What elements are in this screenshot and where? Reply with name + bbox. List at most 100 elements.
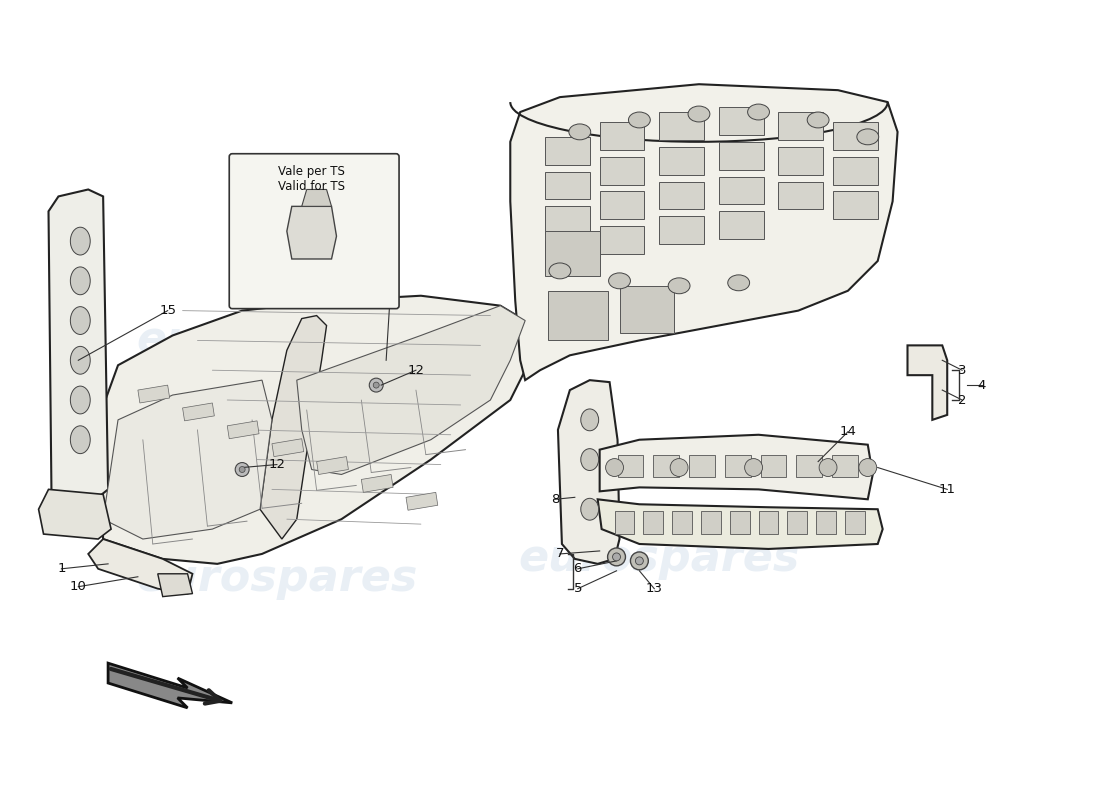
Text: 6: 6 bbox=[573, 562, 582, 575]
Polygon shape bbox=[88, 539, 192, 594]
Polygon shape bbox=[718, 107, 763, 135]
Polygon shape bbox=[832, 454, 858, 478]
Text: 13: 13 bbox=[646, 582, 663, 595]
Polygon shape bbox=[544, 206, 590, 234]
Polygon shape bbox=[600, 226, 645, 254]
Ellipse shape bbox=[688, 106, 710, 122]
Polygon shape bbox=[760, 454, 786, 478]
Polygon shape bbox=[833, 122, 878, 150]
Text: 7: 7 bbox=[556, 547, 564, 561]
Polygon shape bbox=[138, 385, 169, 403]
Polygon shape bbox=[659, 146, 704, 174]
Polygon shape bbox=[619, 286, 674, 334]
Polygon shape bbox=[779, 112, 823, 140]
Text: 11: 11 bbox=[938, 483, 956, 496]
Circle shape bbox=[859, 458, 877, 477]
Polygon shape bbox=[301, 190, 331, 206]
Ellipse shape bbox=[70, 426, 90, 454]
Text: 1: 1 bbox=[57, 562, 66, 575]
Polygon shape bbox=[729, 511, 749, 534]
Polygon shape bbox=[361, 474, 393, 492]
Text: 9: 9 bbox=[375, 205, 384, 218]
Polygon shape bbox=[297, 306, 525, 474]
Ellipse shape bbox=[807, 112, 829, 128]
Polygon shape bbox=[39, 490, 111, 539]
Polygon shape bbox=[183, 403, 215, 421]
Polygon shape bbox=[48, 190, 108, 504]
Ellipse shape bbox=[668, 278, 690, 294]
Text: Valid for TS: Valid for TS bbox=[278, 180, 345, 193]
Ellipse shape bbox=[857, 129, 879, 145]
Polygon shape bbox=[659, 112, 704, 140]
Polygon shape bbox=[718, 177, 763, 204]
Ellipse shape bbox=[728, 275, 749, 290]
Text: 4: 4 bbox=[978, 378, 987, 392]
Ellipse shape bbox=[549, 263, 571, 279]
Polygon shape bbox=[779, 182, 823, 210]
Polygon shape bbox=[672, 511, 692, 534]
Polygon shape bbox=[845, 511, 865, 534]
Polygon shape bbox=[544, 137, 590, 165]
Polygon shape bbox=[833, 191, 878, 219]
Ellipse shape bbox=[581, 449, 598, 470]
FancyBboxPatch shape bbox=[229, 154, 399, 309]
Polygon shape bbox=[544, 241, 590, 269]
Text: eurospares: eurospares bbox=[518, 259, 800, 302]
Polygon shape bbox=[718, 211, 763, 239]
Polygon shape bbox=[558, 380, 619, 564]
Polygon shape bbox=[600, 191, 645, 219]
Polygon shape bbox=[548, 290, 607, 341]
Ellipse shape bbox=[70, 306, 90, 334]
Text: 15: 15 bbox=[160, 304, 176, 317]
Text: 12: 12 bbox=[407, 364, 425, 377]
Polygon shape bbox=[157, 574, 192, 597]
Circle shape bbox=[606, 458, 624, 477]
Polygon shape bbox=[816, 511, 836, 534]
Polygon shape bbox=[510, 84, 898, 380]
Polygon shape bbox=[796, 454, 822, 478]
Ellipse shape bbox=[581, 409, 598, 430]
Text: eurospares: eurospares bbox=[136, 558, 418, 600]
Polygon shape bbox=[759, 511, 779, 534]
Polygon shape bbox=[617, 454, 643, 478]
Ellipse shape bbox=[581, 498, 598, 520]
Polygon shape bbox=[317, 457, 349, 474]
Polygon shape bbox=[597, 499, 882, 549]
Polygon shape bbox=[659, 182, 704, 210]
Polygon shape bbox=[653, 454, 679, 478]
Circle shape bbox=[630, 552, 648, 570]
Text: 14: 14 bbox=[839, 426, 857, 438]
Text: Vale per TS: Vale per TS bbox=[278, 165, 345, 178]
Polygon shape bbox=[833, 157, 878, 185]
Polygon shape bbox=[406, 492, 438, 510]
Circle shape bbox=[239, 466, 245, 473]
Text: 10: 10 bbox=[70, 580, 87, 593]
Polygon shape bbox=[544, 171, 590, 199]
Polygon shape bbox=[108, 663, 232, 708]
Polygon shape bbox=[701, 511, 721, 534]
Polygon shape bbox=[272, 438, 304, 457]
Polygon shape bbox=[779, 146, 823, 174]
Polygon shape bbox=[544, 231, 600, 276]
Text: eurospares: eurospares bbox=[518, 538, 800, 580]
Ellipse shape bbox=[569, 124, 591, 140]
Text: 12: 12 bbox=[268, 458, 285, 471]
Ellipse shape bbox=[70, 267, 90, 294]
Polygon shape bbox=[615, 511, 635, 534]
Ellipse shape bbox=[70, 386, 90, 414]
Text: 8: 8 bbox=[551, 493, 559, 506]
Circle shape bbox=[613, 553, 620, 561]
Text: 2: 2 bbox=[958, 394, 967, 406]
Circle shape bbox=[235, 462, 249, 477]
Ellipse shape bbox=[628, 112, 650, 128]
Text: 5: 5 bbox=[573, 582, 582, 595]
Circle shape bbox=[745, 458, 762, 477]
Ellipse shape bbox=[608, 273, 630, 289]
Polygon shape bbox=[600, 434, 872, 499]
Circle shape bbox=[607, 548, 626, 566]
Ellipse shape bbox=[70, 346, 90, 374]
Polygon shape bbox=[718, 142, 763, 170]
Polygon shape bbox=[908, 346, 947, 420]
Polygon shape bbox=[103, 380, 272, 539]
Polygon shape bbox=[98, 296, 530, 564]
